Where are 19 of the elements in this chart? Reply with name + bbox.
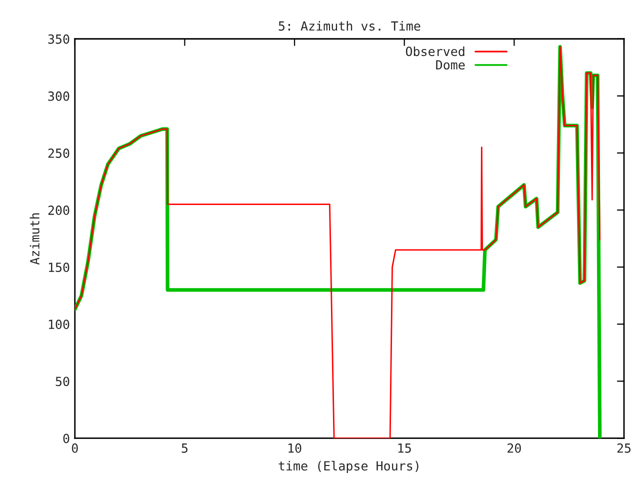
x-tick-label: 5 — [182, 444, 188, 453]
y-tick-label: 350 — [48, 34, 70, 44]
y-tick-label: 100 — [48, 320, 70, 330]
y-axis-title: Azimuth — [30, 213, 40, 265]
y-tick-label: 200 — [48, 206, 70, 215]
chart-title: 5: Azimuth vs. Time — [278, 21, 420, 31]
y-tick-label: 250 — [48, 148, 70, 158]
x-tick-label: 0 — [72, 443, 78, 453]
y-tick-label: 150 — [48, 262, 70, 272]
x-tick-label: 15 — [398, 444, 411, 453]
legend-label: Dome — [436, 60, 465, 70]
x-tick-label: 10 — [288, 443, 302, 453]
y-tick-label: 300 — [48, 91, 70, 101]
y-tick-label: 50 — [56, 376, 70, 386]
x-tick-label: 20 — [508, 443, 521, 453]
y-tick-label: 0 — [63, 434, 70, 444]
x-tick-label: 25 — [617, 443, 631, 453]
legend-label: Observed — [406, 46, 464, 56]
x-axis-title: time (Elapse Hours) — [278, 460, 418, 473]
